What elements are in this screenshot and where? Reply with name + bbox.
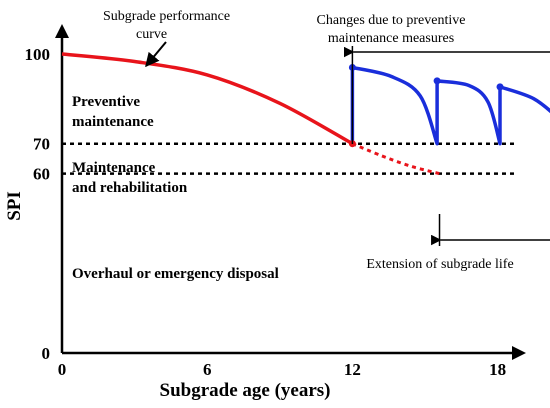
- extension-label: Extension of subgrade life: [366, 257, 513, 272]
- preventive-changes-bracket: [343, 46, 550, 144]
- marker-group: [348, 63, 504, 148]
- y-tick-0: 0: [42, 344, 51, 363]
- marker-1-1: [433, 77, 441, 85]
- preventive-changes-label-line2: maintenance measures: [328, 31, 454, 46]
- x-axis-arrow: [512, 346, 526, 360]
- extension-bracket: [431, 214, 550, 246]
- performance-curve-pointer: [145, 41, 167, 68]
- zone-preventive-line1: Preventive: [72, 94, 140, 110]
- y-tick-60: 60: [33, 165, 50, 184]
- series-group: [61, 52, 550, 176]
- x-tick-18: 18: [489, 360, 506, 379]
- series-line-1: [351, 142, 440, 176]
- series-line-2: [350, 65, 550, 146]
- x-tick-12: 12: [344, 360, 361, 379]
- x-tick-0: 0: [58, 360, 67, 379]
- y-axis-arrow: [55, 24, 69, 38]
- preventive-changes-label-line1: Changes due to preventive: [317, 13, 466, 28]
- y-tick-70: 70: [33, 135, 50, 154]
- y-tick-labels: 0 60 70 100: [25, 45, 51, 363]
- series-line-0: [61, 52, 354, 146]
- zone-overhaul: Overhaul or emergency disposal: [72, 266, 279, 282]
- zone-maintenance-line2: and rehabilitation: [72, 180, 188, 196]
- x-axis-title: Subgrade age (years): [160, 380, 331, 401]
- x-tick-6: 6: [203, 360, 212, 379]
- zone-preventive-line2: maintenance: [72, 114, 154, 130]
- performance-curve-label-line2: curve: [136, 27, 167, 42]
- zone-maintenance-line1: Maintenance: [72, 160, 156, 176]
- x-tick-labels: 0 6 12 18: [58, 360, 506, 379]
- y-axis-title: SPI: [4, 191, 25, 221]
- performance-curve-label-line1: Subgrade performance: [103, 9, 230, 24]
- y-tick-100: 100: [25, 45, 51, 64]
- marker-1-2: [496, 83, 504, 91]
